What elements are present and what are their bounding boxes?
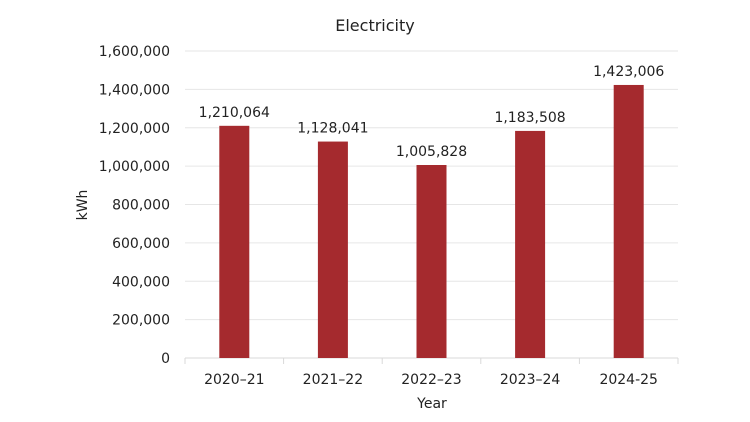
data-label: 1,128,041 — [297, 121, 368, 137]
y-tick-label: 1,400,000 — [99, 82, 170, 98]
y-tick-label: 800,000 — [112, 198, 170, 214]
y-tick-label: 600,000 — [112, 236, 170, 252]
bar — [416, 165, 447, 358]
y-tick-label: 1,600,000 — [99, 44, 170, 60]
x-axis-label: Year — [416, 396, 447, 412]
y-axis-label: kWh — [75, 190, 91, 221]
y-tick-label: 1,200,000 — [99, 121, 170, 137]
x-tick-label: 2020–21 — [204, 372, 264, 388]
y-tick-label: 400,000 — [112, 274, 170, 290]
chart-title: Electricity — [335, 16, 414, 35]
y-tick-label: 0 — [161, 351, 170, 367]
bar — [317, 141, 348, 358]
bar — [515, 130, 546, 358]
x-tick-label: 2024-25 — [599, 372, 658, 388]
data-label: 1,423,006 — [593, 64, 664, 80]
y-tick-label: 1,000,000 — [99, 159, 170, 175]
data-label: 1,210,064 — [199, 105, 270, 121]
x-tick-label: 2023–24 — [500, 372, 561, 388]
x-tick-label: 2022–23 — [401, 372, 461, 388]
y-tick-label: 200,000 — [112, 313, 170, 329]
data-label: 1,005,828 — [396, 144, 467, 160]
bar — [219, 125, 250, 358]
x-tick-label: 2021–22 — [303, 372, 363, 388]
bar — [613, 84, 644, 358]
data-label: 1,183,508 — [494, 110, 565, 126]
